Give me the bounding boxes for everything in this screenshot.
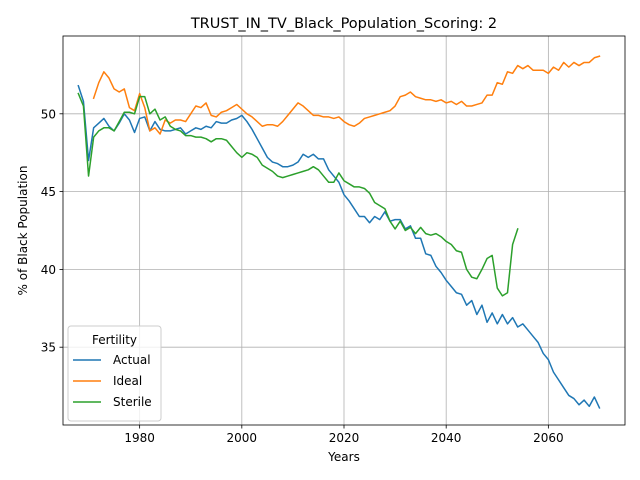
x-tick-label: 2000 [227, 431, 258, 445]
legend-box [67, 325, 162, 422]
series-line-actual [77, 84, 601, 409]
x-tick-label: 2020 [329, 431, 360, 445]
y-tick-label: 35 [41, 341, 56, 355]
y-tick-label: 50 [41, 107, 56, 121]
y-tick-label: 40 [41, 263, 56, 277]
x-tick-label: 2060 [533, 431, 564, 445]
chart-title: TRUST_IN_TV_Black_Population_Scoring: 2 [190, 16, 497, 32]
legend: Fertility Actual Ideal Sterile [67, 325, 162, 422]
ticks: 1980 2000 2020 2040 2060 35 40 45 50 [41, 107, 564, 445]
series-layer [77, 55, 601, 409]
legend-label-ideal: Ideal [113, 374, 142, 388]
legend-title: Fertility [92, 333, 137, 347]
y-tick-label: 45 [41, 185, 56, 199]
x-axis-label: Years [327, 450, 360, 464]
y-axis-label: % of Black Population [16, 166, 30, 296]
legend-entries: Actual Ideal Sterile [73, 353, 152, 409]
series-line-ideal [92, 55, 601, 135]
x-tick-label: 2040 [431, 431, 462, 445]
x-tick-label: 1980 [124, 431, 155, 445]
legend-label-sterile: Sterile [113, 395, 152, 409]
legend-label-actual: Actual [113, 353, 151, 367]
series-line-sterile [77, 92, 519, 297]
